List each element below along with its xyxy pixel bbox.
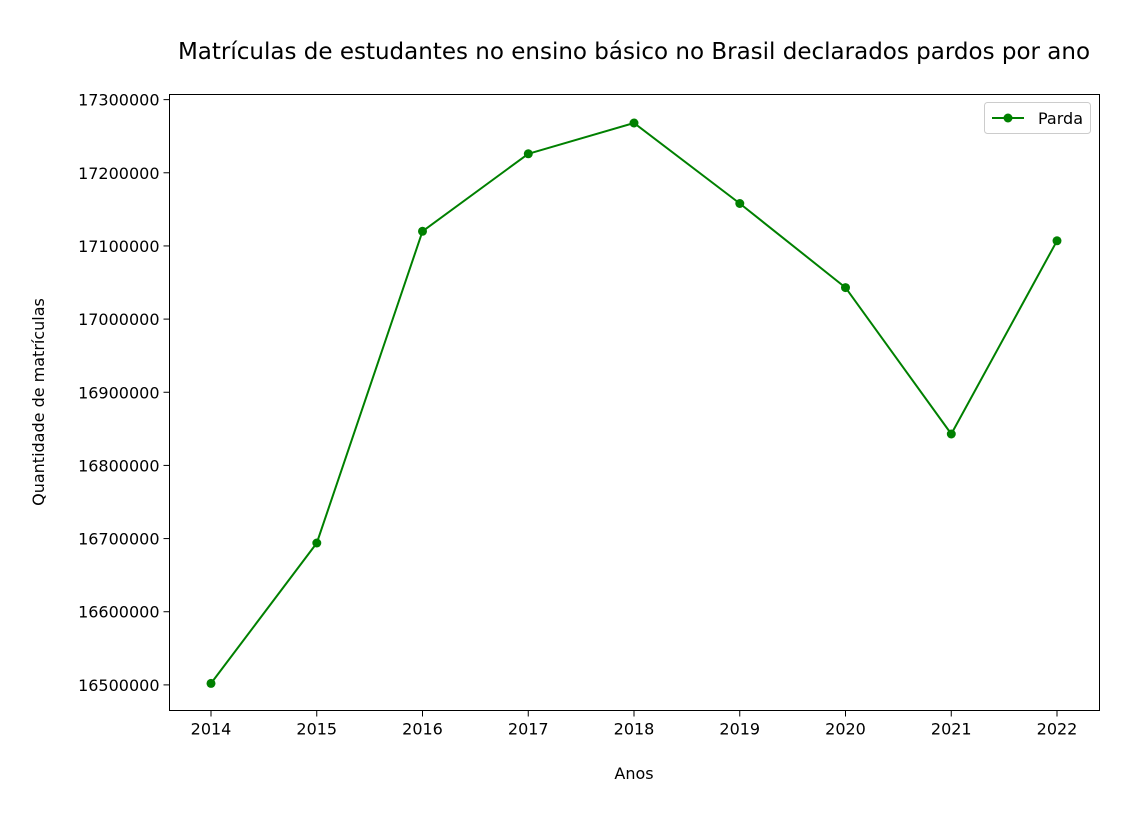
- legend-series-label: Parda: [1038, 109, 1083, 128]
- y-tick-label: 17200000: [78, 164, 159, 183]
- data-point: [312, 538, 322, 548]
- x-tick-label: 2018: [614, 720, 655, 739]
- x-tick-label: 2022: [1037, 720, 1078, 739]
- y-axis-label: Quantidade de matrículas: [29, 298, 48, 506]
- y-tick-label: 16500000: [78, 676, 159, 695]
- data-point: [946, 429, 956, 439]
- x-tick-label: 2019: [719, 720, 760, 739]
- y-tick-label: 16700000: [78, 530, 159, 549]
- data-point: [629, 118, 639, 128]
- x-axis-ticks: 2014 2015 2016 2017 2018 2019 2020 2021 2022: [191, 710, 1078, 739]
- y-tick-label: 16800000: [78, 456, 159, 475]
- x-axis-label: Anos: [614, 764, 653, 783]
- legend-box: [984, 102, 1091, 134]
- x-tick-label: 2020: [825, 720, 866, 739]
- legend: Parda: [984, 102, 1091, 134]
- data-point: [841, 283, 850, 293]
- data-point: [523, 149, 533, 159]
- data-point: [418, 226, 427, 236]
- y-tick-label: 17100000: [78, 237, 159, 256]
- x-tick-label: 2021: [931, 720, 972, 739]
- data-point: [206, 678, 216, 688]
- data-point: [735, 199, 745, 208]
- x-tick-label: 2017: [508, 720, 549, 739]
- data-point: [1052, 236, 1062, 246]
- legend-series-marker: [1003, 113, 1013, 123]
- y-tick-label: 17000000: [78, 310, 159, 329]
- y-tick-label: 16600000: [78, 603, 159, 622]
- y-tick-label: 16900000: [78, 383, 159, 402]
- x-tick-label: 2016: [402, 720, 443, 739]
- plot-frame: [169, 94, 1100, 711]
- y-tick-label: 17300000: [78, 91, 159, 110]
- x-tick-label: 2015: [296, 720, 337, 739]
- x-tick-label: 2014: [191, 720, 232, 739]
- y-axis-ticks: 16500000 16600000 16700000 16800000 16900000…: [78, 91, 170, 695]
- chart-title: Matrículas de estudantes no ensino básic…: [178, 39, 1090, 65]
- series-layer: [206, 118, 1062, 688]
